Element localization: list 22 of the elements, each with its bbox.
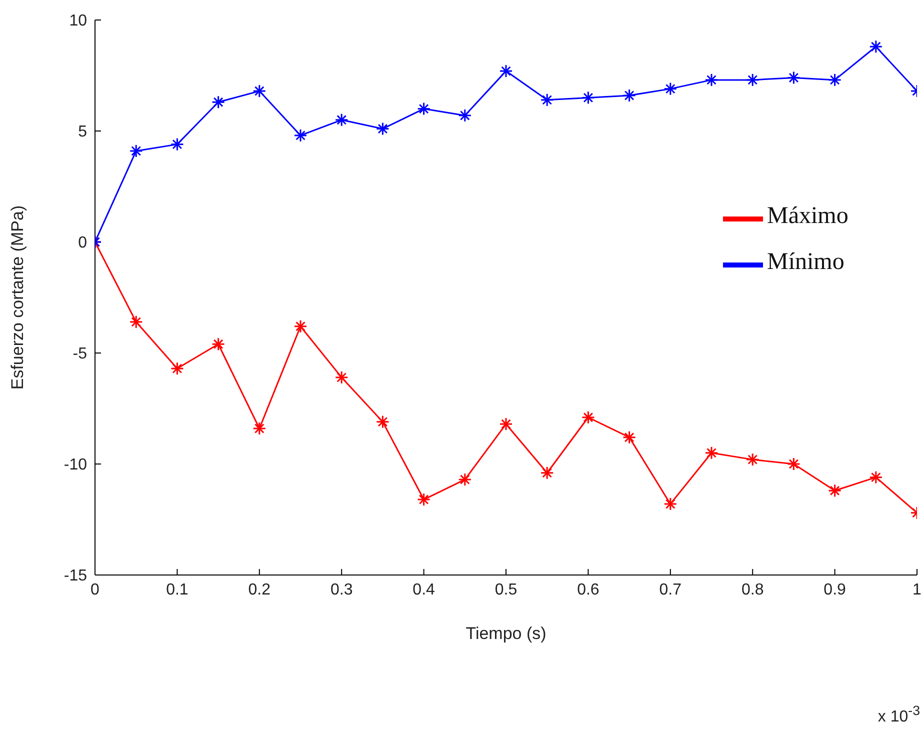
legend-label: Mínimo	[767, 249, 844, 275]
y-tick-label: -5	[72, 346, 88, 363]
x-tick-label: 0.2	[248, 581, 271, 598]
y-tick-label: 5	[78, 124, 88, 141]
x-tick-label: 0.8	[741, 581, 764, 598]
legend-label: Máximo	[767, 203, 848, 229]
x-tick-label: 0.3	[330, 581, 353, 598]
x-tick-label: 0.4	[412, 581, 436, 598]
y-tick-label: 0	[78, 234, 88, 252]
x-axis-title: Tiempo (s)	[466, 624, 546, 644]
y-tick-label: 10	[69, 12, 88, 30]
x-tick-label: 1	[912, 581, 922, 598]
x-tick-label: 0.9	[824, 581, 846, 598]
axis-multiplier-note: x 10$^{-3}$	[878, 703, 920, 726]
x-tick-label: 0.5	[494, 581, 518, 598]
x-tick-label: 0.1	[166, 581, 188, 598]
x-tick-label: 0.7	[659, 581, 682, 598]
x-tick-label: 0	[90, 581, 100, 598]
x-tick-label: 0.6	[577, 581, 600, 598]
y-axis-title: Esfuerzo cortante (MPa)	[8, 205, 28, 390]
y-tick-label: -15	[64, 568, 88, 585]
y-tick-label: -10	[64, 456, 88, 474]
